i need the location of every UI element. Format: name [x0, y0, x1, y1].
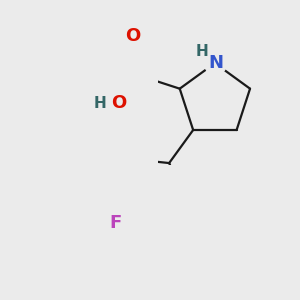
Text: N: N [208, 54, 224, 72]
Text: O: O [112, 94, 127, 112]
Text: H: H [94, 96, 106, 111]
Text: O: O [125, 27, 140, 45]
Text: H: H [196, 44, 208, 59]
Text: F: F [110, 214, 122, 232]
